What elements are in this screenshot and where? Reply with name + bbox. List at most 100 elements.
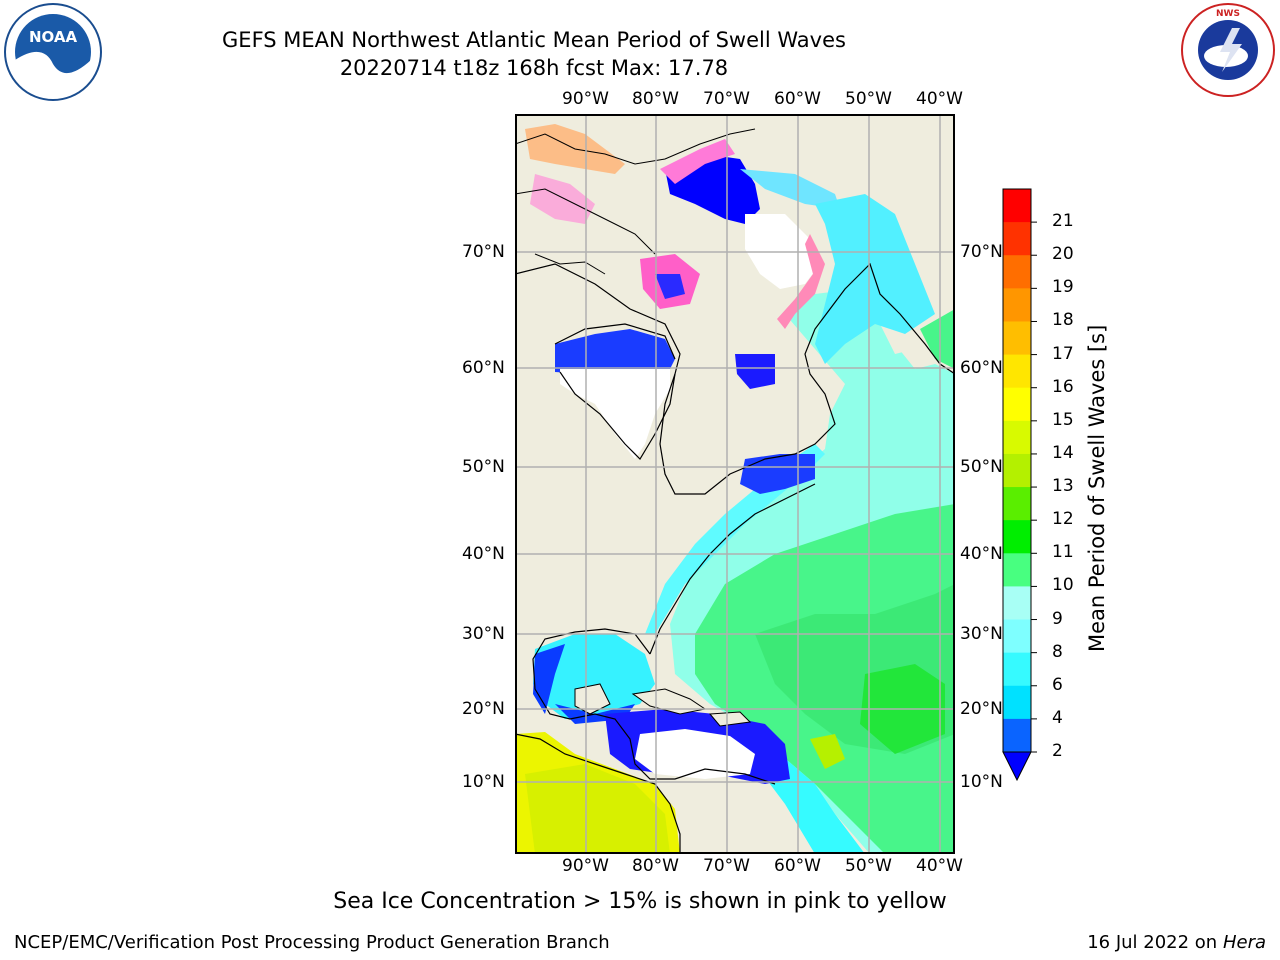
hudson-bay — [555, 329, 675, 374]
coastline-hudson — [554, 323, 676, 460]
svg-text:NWS: NWS — [1216, 9, 1240, 19]
colorbar-tick-label: 2 — [1052, 741, 1063, 761]
colorbar-tick-label: 17 — [1052, 343, 1074, 364]
colorbar-segment — [1003, 453, 1031, 488]
lon-label-top-4: 60°W — [774, 89, 821, 109]
colorbar-segment — [1003, 586, 1031, 621]
lon-label-bottom-2: 80°W — [632, 856, 679, 876]
colorbar-segment — [1003, 321, 1031, 356]
colorbar-segment — [1003, 487, 1031, 521]
sea-ice-note: Sea Ice Concentration > 15% is shown in … — [333, 889, 947, 914]
colorbar-segment — [1003, 520, 1031, 554]
map-border — [515, 114, 955, 854]
south-america-swell-patch — [525, 764, 670, 854]
lat-label-left-7: 10°N — [462, 772, 505, 792]
lat-label-right-6: 20°N — [960, 699, 1003, 719]
svg-text:NOAA: NOAA — [29, 28, 78, 46]
colorbar-segment — [1003, 387, 1031, 422]
colorbar-tick-label: 18 — [1052, 310, 1074, 331]
sea-ice-archipelago-pink — [530, 174, 595, 224]
colorbar-segment — [1003, 255, 1031, 289]
map-panel — [514, 114, 956, 854]
footer-date: 16 Jul 2022 on Hera — [1087, 932, 1266, 953]
colorbar-outline — [1002, 188, 1032, 753]
colorbar-segment — [1003, 189, 1031, 223]
colorbar-tick-label: 12 — [1052, 509, 1074, 530]
colorbar-svg — [1002, 188, 1037, 782]
hudson-bay-white — [560, 369, 670, 459]
colorbar-tick-label: 13 — [1052, 476, 1074, 497]
colorbar-tick-label: 16 — [1052, 376, 1074, 397]
lon-label-top-6: 40°W — [916, 89, 963, 109]
nws-logo: NWS — [1180, 2, 1276, 98]
lat-label-right-1: 70°N — [960, 242, 1003, 262]
lon-label-bottom-5: 50°W — [845, 856, 892, 876]
lat-label-right-5: 30°N — [960, 624, 1003, 644]
colorbar-segment — [1003, 420, 1031, 455]
footer-host: Hera — [1222, 932, 1266, 953]
colorbar-tick-label: 10 — [1052, 575, 1074, 596]
lat-label-left-4: 40°N — [462, 544, 505, 564]
gulf-st-lawrence — [740, 454, 815, 494]
lat-label-right-2: 60°N — [960, 358, 1003, 378]
map-svg — [514, 114, 956, 854]
colorbar-tick-label: 9 — [1052, 608, 1063, 629]
lon-label-bottom-6: 40°W — [916, 856, 963, 876]
lon-label-bottom-3: 70°W — [703, 856, 750, 876]
sea-ice-band-north — [740, 169, 840, 209]
chart-title: GEFS MEAN Northwest Atlantic Mean Period… — [222, 28, 846, 52]
lon-label-top-5: 50°W — [845, 89, 892, 109]
labrador-blue-patch — [735, 354, 775, 389]
colorbar-tick-label: 21 — [1052, 211, 1074, 232]
colorbar-segment — [1003, 652, 1031, 687]
lat-label-right-3: 50°N — [960, 457, 1003, 477]
lat-label-left-6: 20°N — [462, 699, 505, 719]
footer-credit: NCEP/EMC/Verification Post Processing Pr… — [14, 932, 610, 953]
caribbean-white-zone — [635, 729, 755, 779]
lat-label-right-4: 40°N — [960, 544, 1003, 564]
lon-label-bottom-4: 60°W — [774, 856, 821, 876]
colorbar-tick-label: 15 — [1052, 409, 1074, 430]
lon-label-top-1: 90°W — [562, 89, 609, 109]
colorbar-tick-label: 4 — [1052, 707, 1063, 728]
colorbar-segment — [1003, 288, 1031, 322]
hispaniola — [708, 711, 752, 727]
lat-label-left-3: 50°N — [462, 457, 505, 477]
colorbar-segment — [1003, 354, 1031, 389]
footer-date-text: 16 Jul 2022 on — [1087, 932, 1223, 953]
colorbar-segment — [1003, 619, 1031, 654]
greenland-coast-green — [920, 309, 955, 369]
lat-label-left-2: 60°N — [462, 358, 505, 378]
colorbar-tick-label: 20 — [1052, 244, 1074, 265]
colorbar-under-triangle — [1002, 751, 1032, 782]
sea-ice-band-baffin — [660, 139, 735, 184]
lat-label-left-1: 70°N — [462, 242, 505, 262]
noaa-logo: NOAA — [3, 2, 103, 102]
lon-label-top-2: 80°W — [632, 89, 679, 109]
colorbar-tick-label: 19 — [1052, 277, 1074, 298]
colorbar-segment — [1003, 553, 1031, 587]
ocean-yellow-green-patch — [810, 734, 845, 769]
coastline-south-america — [514, 733, 681, 854]
colorbar — [1000, 187, 1050, 787]
colorbar-segment — [1003, 222, 1031, 256]
sea-ice-foxe-basin-inner — [655, 274, 685, 299]
colorbar-title: Mean Period of Swell Waves [s] — [1085, 324, 1109, 652]
map-gridlines — [515, 114, 955, 854]
colorbar-segment — [1003, 685, 1031, 720]
colorbar-tick-label: 11 — [1052, 542, 1074, 563]
ocean-cyan-coastal-band — [645, 444, 825, 634]
lat-label-left-5: 30°N — [462, 624, 505, 644]
gulf-of-mexico — [533, 634, 655, 719]
coastline-gulf — [532, 628, 776, 785]
lat-label-right-7: 10°N — [960, 772, 1003, 792]
sea-ice-band-labrador — [777, 234, 825, 329]
coastline-north-america — [514, 262, 956, 495]
coastline-arctic — [514, 128, 756, 275]
chart-subtitle: 20220714 t18z 168h fcst Max: 17.78 — [339, 56, 729, 80]
colorbar-segment — [1003, 718, 1031, 753]
colorbar-tick-label: 8 — [1052, 641, 1063, 662]
lon-label-bottom-1: 90°W — [562, 856, 609, 876]
colorbar-tick-label: 14 — [1052, 442, 1074, 463]
gulf-blue-edge — [533, 644, 565, 714]
